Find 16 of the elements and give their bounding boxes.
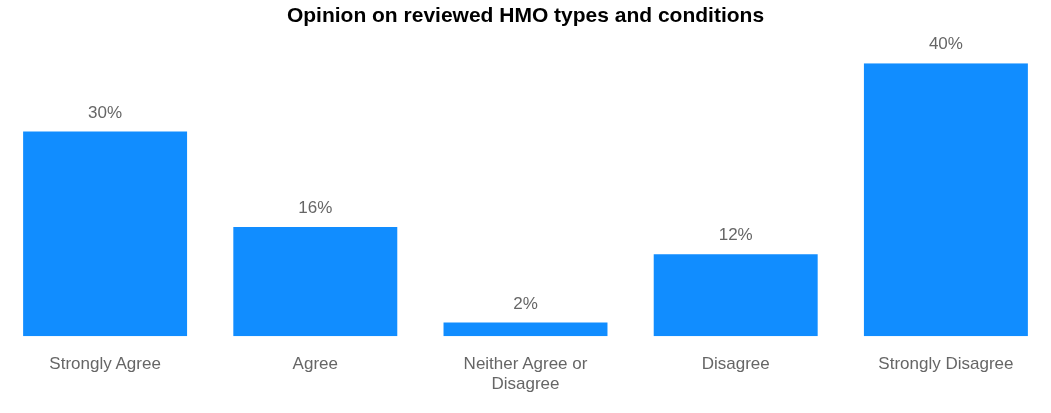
bar — [443, 322, 608, 337]
data-label: 40% — [928, 34, 963, 54]
bar — [233, 227, 398, 337]
x-tick-label: Strongly Agree — [49, 354, 161, 374]
bar — [23, 131, 188, 337]
bar — [653, 254, 818, 337]
x-tick-label: Neither Agree or Disagree — [463, 354, 588, 394]
data-label: 30% — [88, 102, 123, 122]
data-label: 2% — [513, 293, 538, 313]
x-tick-label: Strongly Disagree — [878, 354, 1014, 374]
x-tick-label: Disagree — [701, 354, 770, 374]
data-label: 12% — [718, 225, 753, 245]
bar — [863, 63, 1028, 337]
x-tick-label: Agree — [292, 354, 338, 374]
data-label: 16% — [298, 198, 333, 218]
chart-title: Opinion on reviewed HMO types and conditions — [286, 3, 765, 27]
